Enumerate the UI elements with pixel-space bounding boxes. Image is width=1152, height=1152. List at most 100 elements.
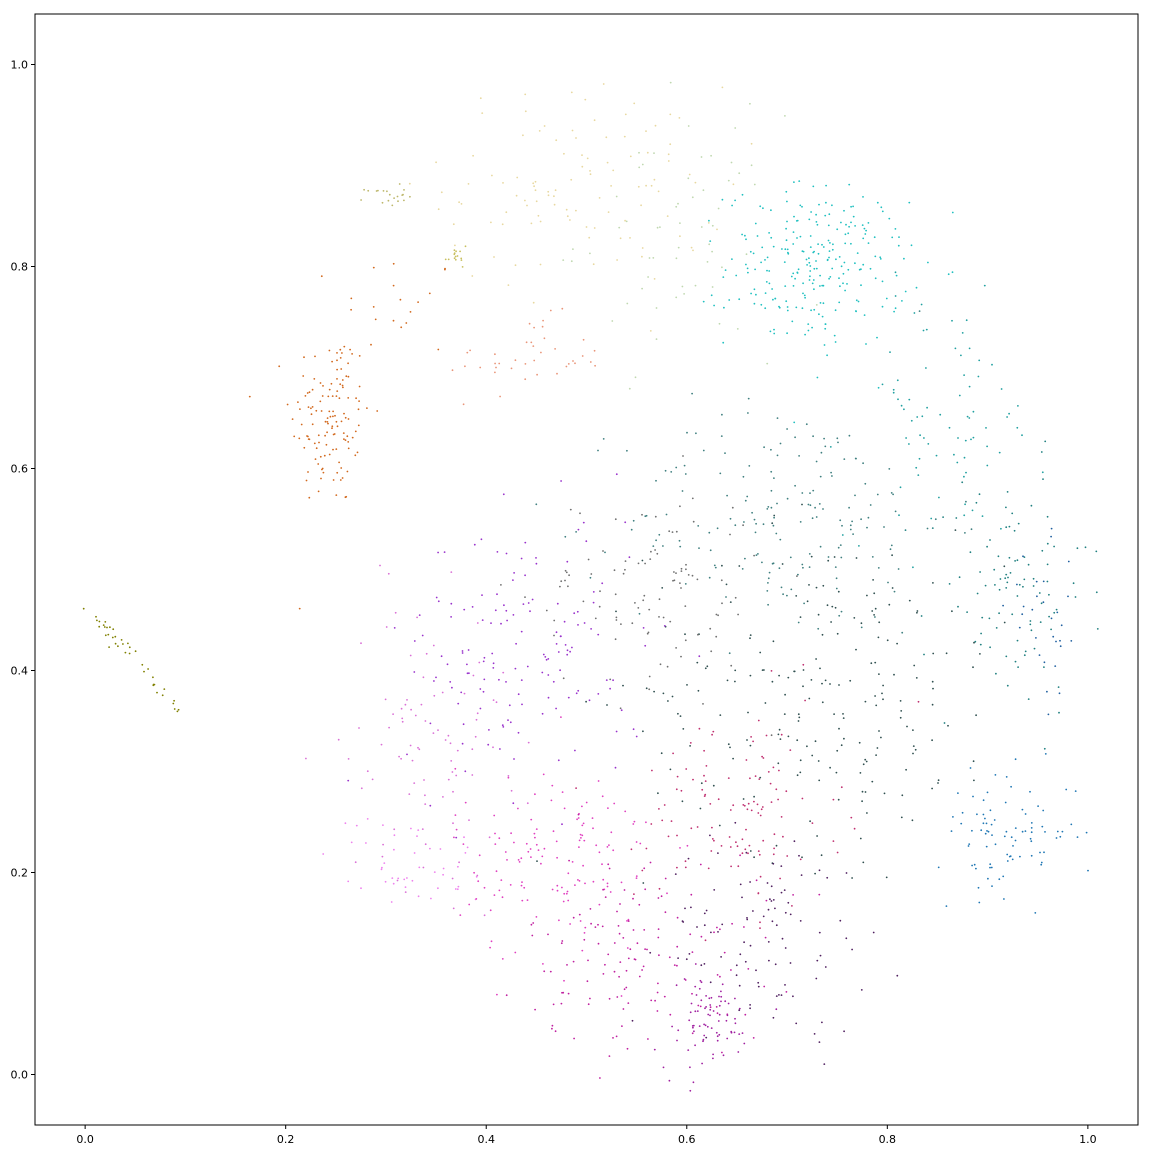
data-point (381, 866, 383, 869)
data-point (1008, 855, 1011, 858)
data-point (1005, 506, 1007, 509)
data-point (880, 206, 883, 209)
data-point (653, 1048, 656, 1051)
data-point (753, 288, 756, 291)
data-point (816, 376, 819, 379)
data-point (972, 666, 974, 669)
data-point (490, 622, 492, 624)
data-point (901, 631, 904, 634)
data-point (441, 691, 444, 694)
data-point (416, 616, 418, 619)
data-point (618, 226, 621, 229)
data-point (1017, 666, 1019, 668)
data-point (1013, 529, 1016, 532)
data-point (1040, 602, 1043, 605)
data-point (644, 562, 646, 565)
data-point (1005, 830, 1008, 833)
data-point (658, 598, 661, 601)
data-point (437, 208, 440, 211)
data-point (637, 607, 640, 609)
data-point (732, 804, 735, 807)
data-point (328, 388, 331, 391)
data-point (738, 172, 741, 175)
data-point (494, 353, 496, 356)
data-point (556, 602, 559, 605)
data-point (1024, 830, 1027, 832)
data-point (747, 711, 749, 714)
data-point (1006, 491, 1009, 493)
y-tick-label: 0.2 (11, 867, 29, 880)
data-point (686, 844, 689, 847)
data-point (737, 865, 740, 868)
data-point (801, 307, 804, 310)
data-point (811, 282, 814, 285)
data-point (690, 1002, 693, 1005)
data-point (718, 1013, 721, 1016)
data-point (577, 689, 580, 692)
data-point (631, 1019, 634, 1022)
data-point (767, 506, 770, 508)
data-point (914, 748, 917, 751)
data-point (742, 798, 745, 800)
data-point (968, 347, 971, 350)
data-point (482, 660, 485, 663)
data-point (663, 804, 666, 806)
data-point (711, 826, 713, 829)
data-point (773, 477, 775, 479)
data-point (1050, 628, 1052, 631)
data-point (926, 406, 928, 409)
data-point (293, 435, 296, 438)
data-point (1038, 592, 1041, 594)
data-point (1021, 613, 1024, 616)
data-point (818, 313, 820, 316)
data-point (514, 264, 517, 267)
data-point (796, 739, 799, 742)
data-point (749, 777, 751, 780)
data-point (574, 884, 576, 886)
data-point (760, 808, 763, 811)
data-point (605, 679, 608, 681)
data-point (1067, 595, 1069, 598)
data-point (700, 935, 703, 938)
data-point (998, 878, 1001, 881)
data-point (314, 458, 317, 460)
data-point (462, 403, 465, 406)
data-point (324, 420, 327, 423)
data-point (593, 349, 596, 352)
data-point (718, 1004, 721, 1007)
data-point (789, 556, 792, 559)
data-point (346, 470, 349, 473)
data-point (770, 506, 773, 509)
data-point (862, 763, 865, 766)
data-point (452, 790, 454, 793)
data-point (890, 544, 893, 547)
data-point (382, 843, 384, 846)
data-point (733, 1031, 736, 1034)
data-point (583, 932, 586, 934)
data-point (989, 866, 991, 869)
data-point (510, 789, 513, 792)
data-point (602, 438, 605, 440)
data-point (759, 776, 762, 779)
data-point (784, 947, 787, 949)
data-point (699, 863, 702, 866)
data-point (931, 527, 934, 529)
data-point (787, 676, 790, 679)
data-point (727, 777, 730, 779)
data-point (466, 672, 469, 675)
data-point (435, 161, 437, 164)
data-point (1011, 512, 1014, 515)
data-point (1042, 580, 1045, 583)
data-point (920, 303, 923, 306)
data-point (866, 594, 868, 597)
data-point (392, 882, 395, 885)
data-point (98, 625, 101, 628)
data-point (989, 539, 991, 541)
data-point (1059, 639, 1061, 642)
data-point (648, 257, 651, 259)
data-point (725, 596, 727, 598)
data-point (971, 509, 974, 512)
data-point (568, 574, 570, 577)
data-point (286, 403, 289, 406)
data-point (104, 634, 107, 637)
